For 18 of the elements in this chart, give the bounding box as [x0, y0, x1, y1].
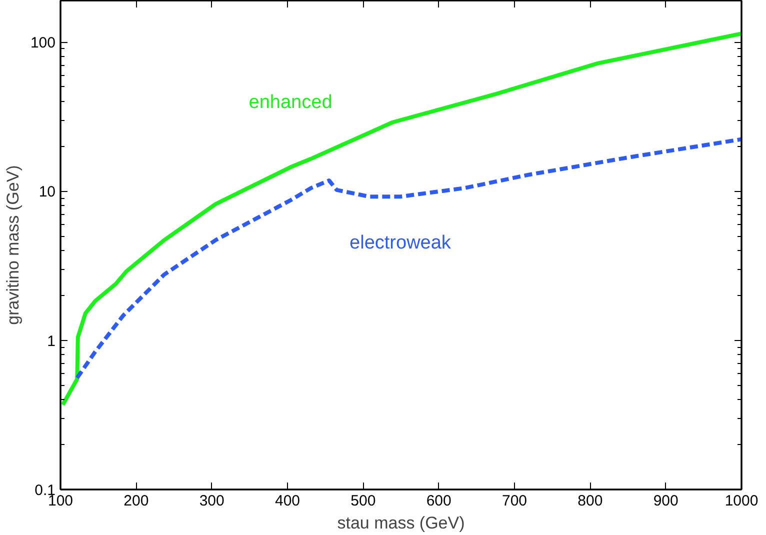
x-axis-title: stau mass (GeV)	[337, 514, 465, 532]
y-tick-label: 1	[47, 332, 56, 350]
line-series	[75, 137, 742, 380]
series-label: enhanced	[248, 92, 332, 114]
x-tick-label: 1000	[724, 492, 758, 510]
line-series	[60, 32, 742, 407]
x-tick-label: 900	[653, 492, 678, 510]
x-tick-label: 600	[426, 492, 452, 510]
y-tick-label: 100	[30, 34, 56, 52]
text: electroweak	[350, 232, 452, 254]
x-tick-label: 500	[350, 492, 376, 510]
x-tick-label: 300	[199, 492, 224, 510]
y-tick-label: 10	[38, 184, 56, 201]
x-tick-label: 400	[274, 492, 300, 510]
x-tick-label: 800	[578, 492, 603, 510]
x-tick-label: 200	[124, 492, 149, 510]
x-tick-label: 700	[502, 492, 528, 510]
y-axis-title: gravitino mass (GeV)	[3, 165, 22, 325]
